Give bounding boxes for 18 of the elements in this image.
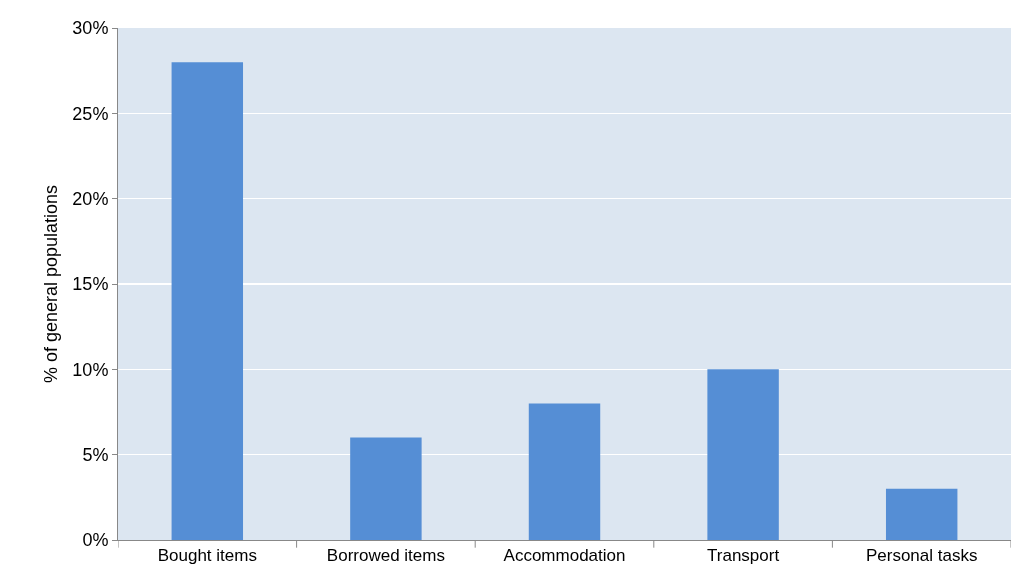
x-tick-label: Personal tasks	[865, 546, 978, 566]
y-tick-label: 5%	[82, 444, 109, 465]
x-tick-label: Accommodation	[503, 546, 626, 566]
bar	[707, 369, 779, 540]
y-tick-label: 0%	[82, 530, 109, 551]
x-tick-label: Bought items	[157, 546, 257, 566]
y-tick-label: 25%	[72, 103, 109, 124]
y-tick-label: 15%	[72, 274, 109, 295]
bar	[528, 403, 601, 540]
x-tick-label: Transport	[707, 546, 780, 566]
x-tick-label: Borrowed items	[326, 546, 445, 566]
y-tick-label: 10%	[72, 359, 109, 380]
y-axis-title: % of general populations	[40, 184, 61, 384]
bar	[350, 437, 422, 540]
bar	[171, 62, 244, 540]
bar	[885, 488, 958, 540]
y-tick-label: 30%	[72, 18, 109, 39]
y-tick-label: 20%	[72, 188, 109, 209]
